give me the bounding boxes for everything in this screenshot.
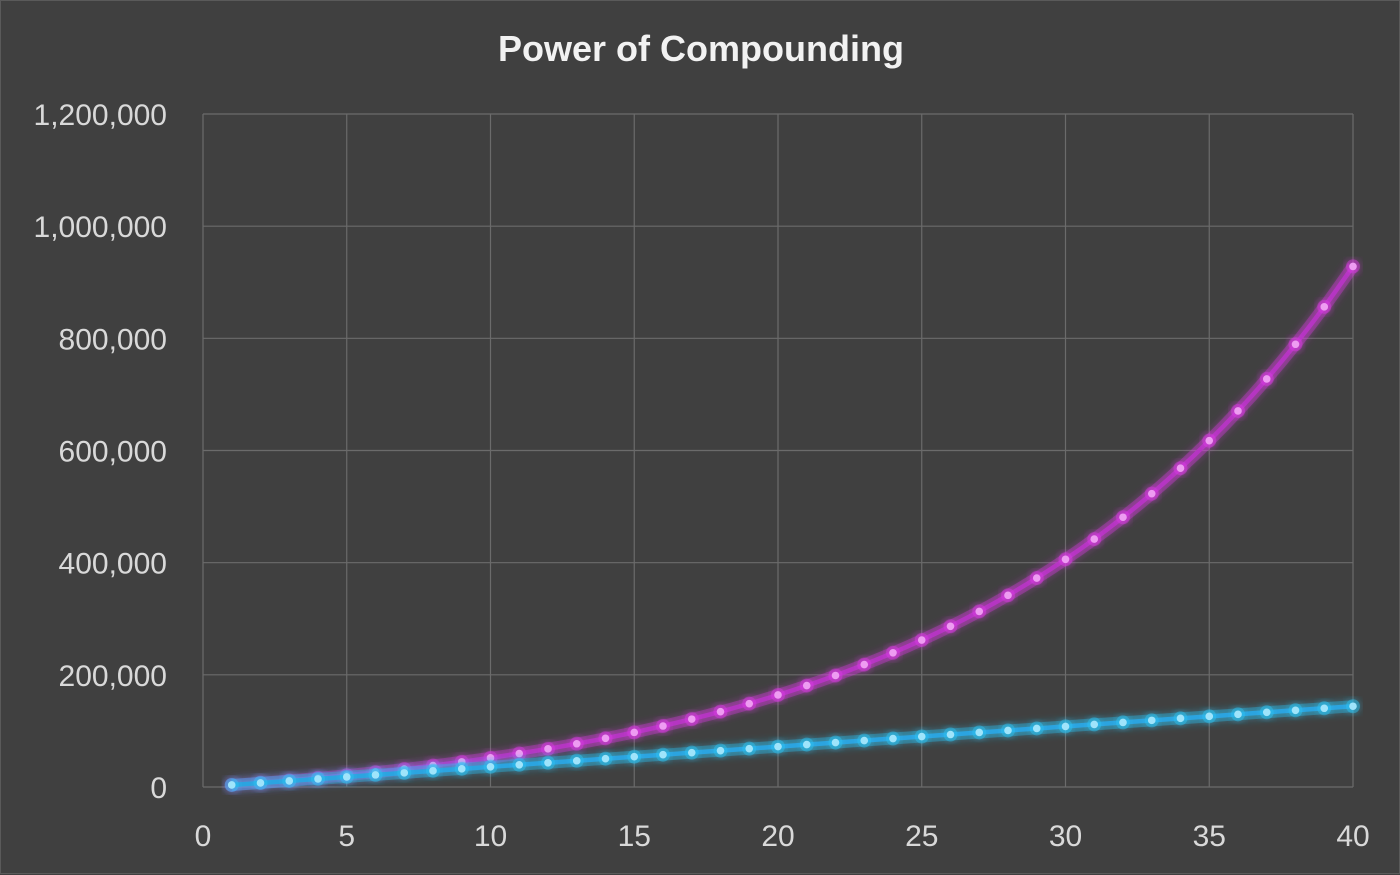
data-point <box>774 742 782 751</box>
data-point <box>486 763 495 771</box>
data-point <box>1032 574 1041 582</box>
data-point <box>1119 718 1127 727</box>
data-point <box>1349 262 1357 271</box>
data-point <box>601 754 610 763</box>
data-point <box>1349 702 1357 711</box>
data-point <box>1004 726 1012 735</box>
series-2-line <box>229 703 1356 788</box>
data-point <box>572 756 581 765</box>
data-point <box>659 722 667 730</box>
data-point <box>975 728 984 737</box>
x-tick-label: 40 <box>1336 820 1369 853</box>
data-point <box>1291 340 1300 349</box>
x-tick-label: 10 <box>474 820 507 853</box>
data-point <box>802 681 811 690</box>
data-point <box>515 749 524 758</box>
data-point <box>716 707 725 716</box>
data-point <box>802 740 811 749</box>
data-point <box>1090 535 1099 543</box>
data-point <box>486 754 495 762</box>
data-point <box>975 607 984 616</box>
data-point <box>1205 436 1214 445</box>
data-point <box>314 775 322 783</box>
data-point <box>1291 706 1300 715</box>
data-point <box>774 691 782 699</box>
data-point <box>1119 513 1127 522</box>
axis-tick-labels: 0 200,000 400,000 600,000 800,000 1,000,000 1,… <box>34 99 1370 853</box>
series-2 <box>224 699 1360 792</box>
data-point <box>256 779 265 787</box>
x-tick-label: 35 <box>1193 820 1226 853</box>
data-point <box>1262 375 1271 383</box>
data-point <box>1176 464 1185 472</box>
y-tick-label: 200,000 <box>59 660 167 693</box>
data-point <box>457 765 466 773</box>
data-point <box>831 738 840 747</box>
data-point <box>1061 555 1070 564</box>
data-point <box>860 660 869 669</box>
x-tick-label: 0 <box>195 820 212 853</box>
data-point <box>1205 712 1214 721</box>
data-point <box>1032 724 1041 733</box>
x-tick-label: 5 <box>338 820 355 853</box>
data-point <box>745 699 754 708</box>
series-group <box>224 259 1360 792</box>
data-point <box>1061 722 1070 731</box>
data-point <box>1147 716 1156 725</box>
data-point <box>889 734 897 743</box>
data-point <box>429 767 437 775</box>
data-point <box>342 773 351 781</box>
data-point <box>1262 708 1271 717</box>
data-point <box>946 730 955 739</box>
series-1-glow <box>231 262 1358 791</box>
data-point <box>544 745 552 753</box>
y-tick-label: 0 <box>150 772 167 805</box>
data-point <box>1234 710 1242 719</box>
data-point <box>572 739 581 748</box>
data-point <box>1147 489 1156 498</box>
y-tick-label: 600,000 <box>59 436 167 469</box>
data-point <box>889 648 897 657</box>
data-point <box>946 622 955 631</box>
data-point <box>687 715 696 723</box>
data-point <box>860 736 869 745</box>
data-point <box>630 728 639 737</box>
data-point <box>601 734 610 743</box>
y-tick-label: 1,000,000 <box>34 211 167 244</box>
data-point <box>227 781 236 789</box>
data-point <box>1320 704 1329 713</box>
data-point <box>745 744 754 753</box>
y-tick-label: 400,000 <box>59 548 167 581</box>
data-point <box>1320 303 1329 311</box>
y-tick-label: 800,000 <box>59 323 167 356</box>
data-point <box>917 732 926 741</box>
x-tick-label: 20 <box>761 820 794 853</box>
data-point <box>716 746 725 755</box>
x-tick-label: 30 <box>1049 820 1082 853</box>
data-point <box>1004 591 1012 600</box>
data-point <box>1176 714 1185 723</box>
data-point <box>917 636 926 644</box>
gridlines <box>202 113 1354 788</box>
chart-title: Power of Compounding <box>498 28 904 69</box>
x-tick-label: 15 <box>618 820 651 853</box>
data-point <box>400 769 409 777</box>
x-tick-label: 25 <box>905 820 938 853</box>
data-point <box>371 771 380 779</box>
data-point <box>1234 407 1242 415</box>
data-point <box>831 671 840 680</box>
data-point <box>659 750 667 759</box>
data-point <box>687 748 696 757</box>
data-point <box>630 752 639 761</box>
series-1-line <box>229 264 1356 788</box>
data-point <box>285 777 294 785</box>
data-point <box>544 758 552 767</box>
data-point <box>1090 720 1099 729</box>
data-point <box>515 760 524 769</box>
y-tick-label: 1,200,000 <box>34 99 167 132</box>
